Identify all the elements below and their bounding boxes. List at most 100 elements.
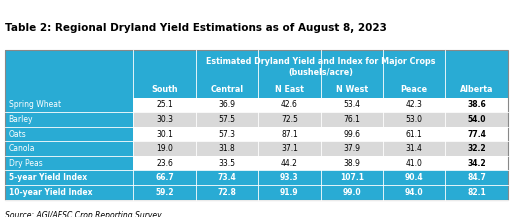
Text: 84.7: 84.7 <box>467 173 486 182</box>
Text: 61.1: 61.1 <box>406 130 423 138</box>
Text: 57.3: 57.3 <box>219 130 235 138</box>
Text: 99.0: 99.0 <box>343 188 361 197</box>
Bar <box>258 82 321 98</box>
Text: 38.9: 38.9 <box>343 159 360 168</box>
Bar <box>196 171 258 185</box>
Bar <box>5 185 133 200</box>
Bar <box>258 156 321 171</box>
Bar <box>5 156 133 171</box>
Bar <box>445 112 508 127</box>
Bar <box>133 185 196 200</box>
Bar <box>445 141 508 156</box>
Bar <box>383 185 445 200</box>
Text: 82.1: 82.1 <box>467 188 486 197</box>
Text: 41.0: 41.0 <box>406 159 423 168</box>
Bar <box>196 127 258 141</box>
Bar <box>258 171 321 185</box>
Text: Dry Peas: Dry Peas <box>9 159 43 168</box>
Bar <box>196 112 258 127</box>
Text: (bushels/acre): (bushels/acre) <box>288 68 353 77</box>
Bar <box>196 141 258 156</box>
Bar <box>321 185 383 200</box>
Bar <box>5 112 133 127</box>
Bar <box>383 112 445 127</box>
Bar <box>5 50 508 200</box>
Bar <box>133 141 196 156</box>
Bar <box>258 185 321 200</box>
Text: 30.1: 30.1 <box>156 130 173 138</box>
Bar <box>258 112 321 127</box>
Bar <box>383 82 445 98</box>
Bar <box>258 141 321 156</box>
Bar <box>196 82 258 98</box>
Bar <box>321 82 383 98</box>
Text: Source: AGI/AFSC Crop Reporting Survey: Source: AGI/AFSC Crop Reporting Survey <box>5 210 162 217</box>
Bar <box>133 98 196 112</box>
Bar <box>383 156 445 171</box>
Bar <box>5 127 133 141</box>
Text: 42.3: 42.3 <box>406 100 423 109</box>
Bar <box>5 50 133 82</box>
Bar <box>321 98 383 112</box>
Text: Canola: Canola <box>9 144 35 153</box>
Bar <box>133 156 196 171</box>
Text: Table 2: Regional Dryland Yield Estimations as of August 8, 2023: Table 2: Regional Dryland Yield Estimati… <box>5 23 387 33</box>
Text: 53.4: 53.4 <box>343 100 360 109</box>
Text: 37.9: 37.9 <box>343 144 360 153</box>
Bar <box>5 141 133 156</box>
Text: 5-year Yield Index: 5-year Yield Index <box>9 173 87 182</box>
Bar <box>133 50 508 82</box>
Bar <box>258 98 321 112</box>
Text: 93.3: 93.3 <box>280 173 299 182</box>
Text: 66.7: 66.7 <box>155 173 174 182</box>
Text: 44.2: 44.2 <box>281 159 298 168</box>
Bar <box>5 171 133 185</box>
Text: N East: N East <box>275 85 304 94</box>
Text: 53.0: 53.0 <box>406 115 423 124</box>
Bar <box>258 127 321 141</box>
Text: 25.1: 25.1 <box>156 100 173 109</box>
Bar <box>445 98 508 112</box>
Text: 33.5: 33.5 <box>219 159 235 168</box>
Text: 59.2: 59.2 <box>155 188 174 197</box>
Bar <box>321 156 383 171</box>
Bar <box>383 98 445 112</box>
Text: 36.9: 36.9 <box>219 100 235 109</box>
Text: 76.1: 76.1 <box>343 115 360 124</box>
Text: 31.8: 31.8 <box>219 144 235 153</box>
Bar <box>133 112 196 127</box>
Text: Spring Wheat: Spring Wheat <box>9 100 61 109</box>
Bar <box>133 127 196 141</box>
Text: 10-year Yield Index: 10-year Yield Index <box>9 188 92 197</box>
Text: Estimated Dryland Yield and Index for Major Crops: Estimated Dryland Yield and Index for Ma… <box>206 57 436 66</box>
Text: 99.6: 99.6 <box>343 130 360 138</box>
Bar <box>321 112 383 127</box>
Text: 77.4: 77.4 <box>467 130 486 138</box>
Bar <box>445 82 508 98</box>
Text: 90.4: 90.4 <box>405 173 424 182</box>
Bar <box>445 171 508 185</box>
Text: 23.6: 23.6 <box>156 159 173 168</box>
Bar <box>133 82 196 98</box>
Bar <box>445 156 508 171</box>
Text: Peace: Peace <box>401 85 428 94</box>
Bar <box>445 185 508 200</box>
Text: 34.2: 34.2 <box>467 159 486 168</box>
Text: 94.0: 94.0 <box>405 188 424 197</box>
Bar <box>196 185 258 200</box>
Text: 19.0: 19.0 <box>156 144 173 153</box>
Bar <box>196 98 258 112</box>
Text: 54.0: 54.0 <box>467 115 486 124</box>
Text: 38.6: 38.6 <box>467 100 486 109</box>
Text: 32.2: 32.2 <box>467 144 486 153</box>
Text: 87.1: 87.1 <box>281 130 298 138</box>
Bar <box>383 127 445 141</box>
Text: Barley: Barley <box>9 115 33 124</box>
Bar <box>5 98 133 112</box>
Text: 37.1: 37.1 <box>281 144 298 153</box>
Bar <box>321 141 383 156</box>
Bar <box>133 171 196 185</box>
Text: Alberta: Alberta <box>460 85 494 94</box>
Text: N West: N West <box>336 85 368 94</box>
Text: Central: Central <box>210 85 244 94</box>
